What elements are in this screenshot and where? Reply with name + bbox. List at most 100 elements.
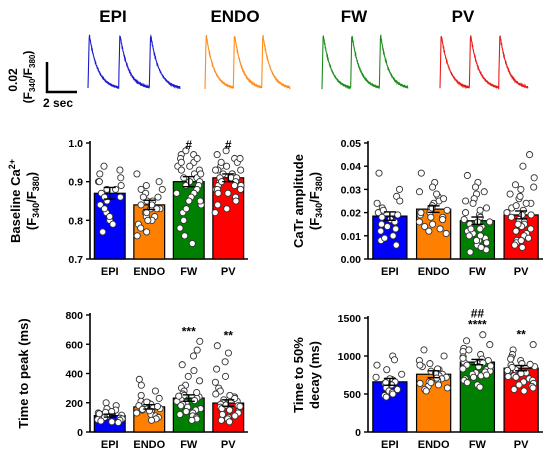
- data-point: [101, 205, 109, 213]
- data-point: [218, 410, 227, 419]
- data-point: [373, 199, 381, 207]
- y-tick-label: 1.0: [68, 138, 83, 150]
- data-point: [221, 372, 230, 380]
- data-point: [526, 151, 534, 159]
- data-point: [224, 349, 232, 357]
- data-point: [510, 385, 518, 393]
- data-point: [196, 197, 204, 205]
- data-point: [190, 367, 198, 375]
- data-point: [479, 331, 487, 339]
- data-point: [378, 213, 386, 221]
- data-point: [518, 243, 526, 251]
- data-point: [390, 356, 399, 364]
- catr-amplitude-panel: 0.00 0.01 0.02 0.03 0.04 0.05 CaTr amplitude (F…: [291, 138, 543, 278]
- scale-y-unit: (F340/F380): [21, 51, 37, 104]
- data-point: [117, 181, 125, 190]
- data-point: [217, 158, 225, 166]
- data-point: [512, 202, 520, 210]
- data-point: [522, 199, 530, 207]
- data-point: [153, 402, 162, 410]
- data-point: [189, 352, 198, 360]
- data-point: [476, 206, 484, 214]
- y-axis-label: Time to 50%: [291, 337, 306, 413]
- trace-label-pv: PV: [452, 7, 475, 26]
- data-point: [427, 213, 435, 221]
- y-tick-label: 1000: [338, 351, 362, 363]
- data-point: [116, 166, 124, 174]
- data-point: [463, 171, 471, 180]
- data-point: [477, 243, 485, 251]
- data-point: [373, 361, 381, 369]
- data-point: [482, 204, 491, 212]
- y-tick-label: 500: [343, 389, 361, 401]
- data-point: [153, 205, 161, 213]
- data-point: [213, 151, 221, 159]
- data-point: [426, 360, 434, 368]
- data-point: [442, 229, 450, 238]
- data-point: [416, 379, 424, 387]
- trace-fw: [321, 34, 409, 90]
- data-point: [393, 385, 401, 393]
- data-point: [214, 201, 222, 209]
- data-point: [100, 162, 108, 170]
- data-point: [433, 190, 441, 198]
- data-point: [193, 154, 201, 163]
- y-axis-label: Baseline Ca2+: [7, 159, 23, 243]
- data-point: [416, 361, 424, 369]
- data-point: [155, 394, 163, 402]
- data-point: [116, 193, 124, 201]
- scale-y-value: 0.02: [6, 68, 20, 92]
- data-point: [176, 224, 184, 232]
- data-point: [188, 416, 196, 424]
- scale-bar: 0.02 (F340/F380) 2 sec: [6, 51, 77, 110]
- data-point: [180, 216, 188, 224]
- data-point: [425, 227, 433, 235]
- data-point: [231, 394, 239, 402]
- data-point: [96, 201, 104, 209]
- data-point: [487, 362, 495, 370]
- x-tick-label-fw: FW: [180, 439, 198, 451]
- data-point: [476, 383, 484, 391]
- data-point: [185, 197, 193, 205]
- data-point: [516, 192, 524, 200]
- x-tick-label-epi: EPI: [101, 266, 119, 278]
- data-point: [177, 158, 185, 166]
- y-tick-label: 800: [65, 310, 83, 322]
- data-point: [417, 169, 425, 177]
- data-point: [226, 406, 234, 414]
- data-point: [503, 209, 511, 217]
- data-point: [225, 418, 233, 426]
- x-tick-label-fw: FW: [180, 266, 198, 278]
- data-point: [237, 166, 245, 174]
- y-tick-label: 0: [355, 427, 361, 439]
- data-point: [154, 193, 162, 201]
- trace-endo: [204, 35, 291, 90]
- data-point: [195, 377, 204, 385]
- data-point: [211, 209, 219, 217]
- x-tick-label-pv: PV: [221, 266, 236, 278]
- data-point: [372, 373, 380, 381]
- data-point: [211, 166, 220, 174]
- data-point: [527, 211, 535, 219]
- y-tick-label: 0.7: [68, 254, 83, 266]
- data-point: [137, 391, 145, 399]
- data-point: [142, 181, 150, 190]
- data-point: [99, 228, 107, 236]
- data-point: [137, 224, 145, 232]
- data-point: [144, 216, 152, 224]
- data-point: [439, 216, 447, 224]
- data-point: [476, 225, 484, 233]
- data-point: [232, 197, 240, 205]
- data-point: [177, 166, 185, 174]
- data-point: [382, 393, 390, 401]
- trace-label-epi: EPI: [99, 7, 126, 26]
- data-point: [529, 384, 537, 392]
- trace-epi: [87, 33, 181, 90]
- data-point: [133, 409, 141, 417]
- data-point: [440, 352, 448, 360]
- data-point: [236, 154, 244, 163]
- data-point: [222, 147, 230, 155]
- data-point: [230, 181, 239, 190]
- data-point: [429, 220, 437, 228]
